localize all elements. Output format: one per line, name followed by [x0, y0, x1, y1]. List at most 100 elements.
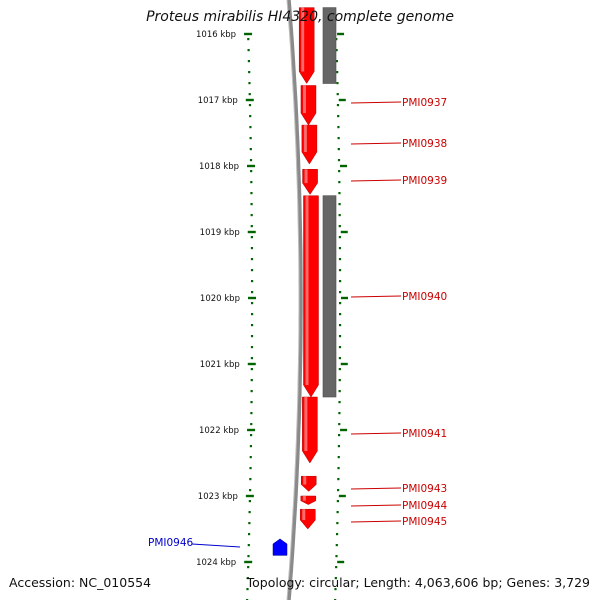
- ruler-dot: [334, 588, 337, 591]
- ruler-tick-outer-1023: [338, 494, 346, 498]
- ruler-dot: [338, 269, 342, 272]
- ruler-dot: [250, 324, 254, 327]
- gene-arrow-shine: [305, 195, 309, 385]
- ruler-dot: [250, 181, 253, 184]
- ruler-dot: [337, 467, 340, 470]
- leader-line-PMI0938: [350, 142, 402, 145]
- gene-arrow-shine: [302, 496, 306, 501]
- feature-bar-1: [322, 7, 337, 84]
- gene-label-PMI0945: PMI0945: [402, 516, 447, 528]
- ruler-dot: [249, 159, 253, 162]
- gene-arrow-shine: [302, 509, 306, 521]
- gene-arrow-shine: [302, 85, 306, 114]
- ruler-dot: [337, 115, 340, 118]
- ruler-dot: [335, 544, 338, 547]
- ruler-dot: [249, 137, 252, 140]
- ruler-dot: [335, 60, 338, 63]
- ruler-dot: [337, 137, 340, 140]
- accession-text: Accession: NC_010554: [9, 575, 152, 590]
- gene-arrow-PMI0946: [272, 538, 288, 556]
- ruler-dot: [247, 566, 250, 569]
- gene-label-PMI0937: PMI0937: [402, 97, 447, 109]
- ruler-dot: [249, 148, 252, 151]
- ruler-dot: [247, 533, 251, 536]
- ruler-dot: [247, 38, 250, 41]
- ruler-tick-1018: [247, 164, 256, 168]
- ruler-tick-outer-1024: [337, 560, 345, 564]
- ruler-dot: [338, 225, 341, 228]
- ruler-label-1017: 1017 kbp: [198, 96, 238, 106]
- ruler-dot: [249, 115, 252, 118]
- ruler-dot: [248, 104, 252, 107]
- ruler-dot: [250, 247, 254, 250]
- ruler-dot: [338, 324, 342, 327]
- ruler-dot: [247, 544, 250, 547]
- ruler-dot: [338, 247, 342, 250]
- ruler-dot: [250, 291, 254, 294]
- ruler-label-1018: 1018 kbp: [199, 162, 239, 172]
- ruler-dot: [250, 225, 253, 228]
- ruler-dot: [248, 500, 251, 503]
- leader-line-PMI0945: [350, 520, 402, 523]
- ruler-dot: [250, 379, 253, 382]
- ruler-dot: [248, 522, 251, 525]
- ruler-dot: [336, 82, 339, 85]
- ruler-dot: [249, 126, 252, 129]
- gene-arrow-shine: [304, 169, 308, 184]
- ruler-dot: [338, 203, 341, 206]
- ruler-dot: [338, 258, 342, 261]
- ruler-tick-1021: [247, 362, 256, 366]
- ruler-label-1024: 1024 kbp: [196, 558, 236, 568]
- ruler-dot: [250, 346, 254, 349]
- ruler-dot: [249, 456, 252, 459]
- ruler-dot: [336, 522, 339, 525]
- ruler-dot: [250, 170, 253, 173]
- ruler-dot: [246, 588, 249, 591]
- ruler-tick-1019: [247, 230, 256, 234]
- ruler-label-1022: 1022 kbp: [199, 426, 239, 436]
- ruler-dot: [338, 214, 341, 217]
- ruler-dot: [334, 577, 337, 580]
- ruler-dot: [338, 412, 341, 415]
- ruler-dot: [338, 390, 341, 393]
- ruler-dot: [250, 423, 253, 426]
- ruler-dot: [336, 500, 339, 503]
- ruler-dot: [338, 335, 342, 338]
- ruler-dot: [250, 335, 254, 338]
- gene-label-PMI0946: PMI0946: [148, 537, 194, 549]
- genome-backbone-highlight: [286, 0, 300, 600]
- leader-line-PMI0944: [350, 504, 402, 507]
- ruler-dot: [250, 357, 254, 360]
- ruler-dot: [335, 533, 339, 536]
- gene-label-PMI0940: PMI0940: [402, 291, 447, 303]
- ruler-dot: [335, 566, 338, 569]
- ruler-dot: [248, 511, 251, 514]
- ruler-dot: [250, 280, 254, 283]
- gene-arrow-shine: [303, 125, 307, 153]
- ruler-dot: [250, 302, 254, 305]
- genome-summary-text: Topology: circular; Length: 4,063,606 bp…: [246, 575, 590, 590]
- ruler-dot: [249, 445, 253, 448]
- ruler-label-1016: 1016 kbp: [196, 30, 236, 40]
- ruler-dot: [338, 346, 342, 349]
- ruler-tick-outer-1017: [338, 98, 346, 102]
- ruler-dot: [338, 170, 341, 173]
- ruler-dot: [248, 71, 251, 74]
- feature-bar-2: [322, 195, 337, 398]
- ruler-dot: [338, 401, 341, 404]
- ruler-tick-1016: [244, 32, 253, 36]
- ruler-dot: [249, 478, 252, 481]
- ruler-dot: [248, 93, 251, 96]
- ruler-label-1019: 1019 kbp: [200, 228, 240, 238]
- ruler-dot: [337, 489, 340, 492]
- gene-arrow-shine: [304, 397, 308, 451]
- gene-label-PMI0944: PMI0944: [402, 500, 448, 512]
- gene-label-PMI0939: PMI0939: [402, 175, 447, 187]
- ruler-tick-1022: [247, 428, 256, 432]
- gene-label-PMI0938: PMI0938: [402, 138, 447, 150]
- ruler-dot: [335, 49, 338, 52]
- leader-line-PMI0943: [350, 487, 402, 490]
- ruler-dot: [250, 236, 253, 239]
- ruler-dot: [338, 313, 342, 316]
- ruler-dot: [338, 357, 342, 360]
